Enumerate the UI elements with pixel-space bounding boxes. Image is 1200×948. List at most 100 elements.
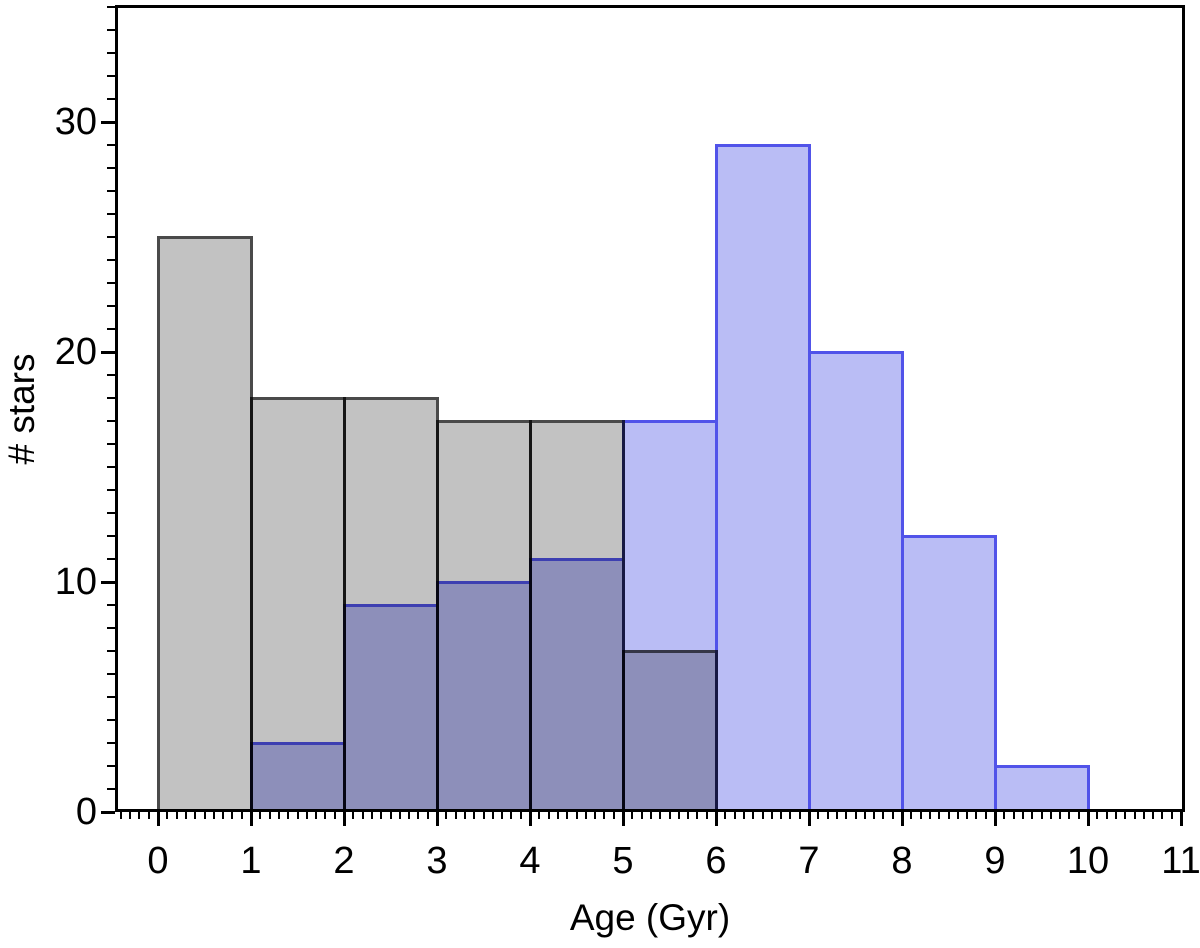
x-tick-label: 10 — [1066, 840, 1110, 882]
x-minor-tick — [575, 812, 578, 819]
y-minor-tick — [107, 167, 115, 169]
x-minor-tick — [417, 812, 420, 819]
x-minor-tick — [687, 812, 690, 819]
x-minor-tick — [631, 812, 634, 819]
x-minor-tick — [659, 812, 662, 819]
x-tick-label: 9 — [984, 840, 1006, 882]
x-minor-tick — [1003, 812, 1006, 819]
x-minor-tick — [1012, 812, 1015, 819]
y-minor-tick — [107, 489, 115, 491]
x-minor-tick — [1152, 812, 1155, 819]
x-minor-tick — [854, 812, 857, 819]
x-major-tick — [435, 812, 439, 826]
y-minor-tick — [107, 765, 115, 767]
x-minor-tick — [194, 812, 197, 819]
x-minor-tick — [175, 812, 178, 819]
x-minor-tick — [938, 812, 941, 819]
x-minor-tick — [473, 812, 476, 819]
y-major-tick — [101, 810, 115, 814]
x-major-tick — [900, 812, 904, 826]
x-minor-tick — [975, 812, 978, 819]
x-minor-tick — [445, 812, 448, 819]
x-minor-tick — [147, 812, 150, 819]
y-minor-tick — [107, 397, 115, 399]
x-major-tick — [621, 812, 625, 826]
x-minor-tick — [538, 812, 541, 819]
x-minor-tick — [463, 812, 466, 819]
x-minor-tick — [501, 812, 504, 819]
y-minor-tick — [107, 466, 115, 468]
x-minor-tick — [491, 812, 494, 819]
y-minor-tick — [107, 673, 115, 675]
x-minor-tick — [305, 812, 308, 819]
y-minor-tick — [107, 144, 115, 146]
x-minor-tick — [668, 812, 671, 819]
x-tick-label: 1 — [240, 840, 262, 882]
x-minor-tick — [361, 812, 364, 819]
x-minor-tick — [268, 812, 271, 819]
x-minor-tick — [696, 812, 699, 819]
y-minor-tick — [107, 305, 115, 307]
x-tick-label: 11 — [1161, 840, 1200, 882]
x-minor-tick — [910, 812, 913, 819]
x-minor-tick — [947, 812, 950, 819]
x-minor-tick — [519, 812, 522, 819]
x-minor-tick — [547, 812, 550, 819]
x-minor-tick — [1124, 812, 1127, 819]
x-minor-tick — [584, 812, 587, 819]
x-minor-tick — [891, 812, 894, 819]
y-tick-label: 30 — [54, 101, 97, 143]
y-minor-tick — [107, 236, 115, 238]
x-minor-tick — [222, 812, 225, 819]
y-minor-tick — [107, 719, 115, 721]
x-minor-tick — [1161, 812, 1164, 819]
x-minor-tick — [352, 812, 355, 819]
x-major-tick — [528, 812, 532, 826]
x-minor-tick — [733, 812, 736, 819]
x-minor-tick — [287, 812, 290, 819]
x-minor-tick — [966, 812, 969, 819]
x-minor-tick — [454, 812, 457, 819]
x-minor-tick — [603, 812, 606, 819]
x-minor-tick — [1031, 812, 1034, 819]
y-minor-tick — [107, 788, 115, 790]
x-minor-tick — [826, 812, 829, 819]
x-major-tick — [1179, 812, 1183, 826]
x-minor-tick — [798, 812, 801, 819]
x-major-tick — [714, 812, 718, 826]
x-minor-tick — [649, 812, 652, 819]
x-minor-tick — [677, 812, 680, 819]
x-minor-tick — [752, 812, 755, 819]
x-major-tick — [993, 812, 997, 826]
x-tick-label: 3 — [426, 840, 448, 882]
x-minor-tick — [315, 812, 318, 819]
x-minor-tick — [1142, 812, 1145, 819]
x-minor-tick — [956, 812, 959, 819]
y-minor-tick — [107, 259, 115, 261]
x-minor-tick — [1059, 812, 1062, 819]
y-minor-tick — [107, 328, 115, 330]
x-minor-tick — [1105, 812, 1108, 819]
x-minor-tick — [1040, 812, 1043, 819]
y-minor-tick — [107, 6, 115, 8]
x-minor-tick — [556, 812, 559, 819]
x-minor-tick — [1077, 812, 1080, 819]
x-minor-tick — [1114, 812, 1117, 819]
x-minor-tick — [640, 812, 643, 819]
x-major-tick — [807, 812, 811, 826]
x-minor-tick — [231, 812, 234, 819]
y-minor-tick — [107, 443, 115, 445]
x-major-tick — [156, 812, 160, 826]
y-minor-tick — [107, 52, 115, 54]
x-tick-label: 2 — [333, 840, 355, 882]
x-minor-tick — [119, 812, 122, 819]
y-minor-tick — [107, 420, 115, 422]
x-minor-tick — [789, 812, 792, 819]
x-minor-tick — [835, 812, 838, 819]
x-minor-tick — [129, 812, 132, 819]
plot-frame — [115, 5, 1185, 812]
x-major-tick — [1086, 812, 1090, 826]
x-minor-tick — [612, 812, 615, 819]
x-minor-tick — [482, 812, 485, 819]
x-minor-tick — [380, 812, 383, 819]
